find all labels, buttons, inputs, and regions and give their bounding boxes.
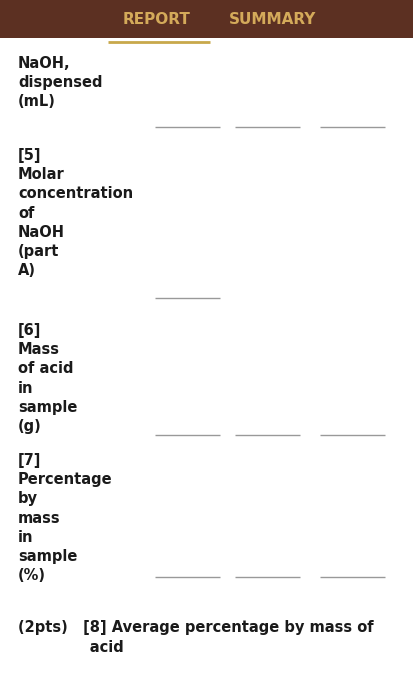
Text: [5]
Molar
concentration
of
NaOH
(part
A): [5] Molar concentration of NaOH (part A) xyxy=(18,148,133,278)
Text: [6]
Mass
of acid
in
sample
(g): [6] Mass of acid in sample (g) xyxy=(18,323,77,434)
Bar xyxy=(0,0,413,38)
Text: [7]
Percentage
by
mass
in
sample
(%): [7] Percentage by mass in sample (%) xyxy=(18,453,113,583)
Text: SUMMARY: SUMMARY xyxy=(229,11,316,27)
Text: NaOH,
dispensed
(mL): NaOH, dispensed (mL) xyxy=(18,56,102,109)
Text: (2pts)   [8] Average percentage by mass of
              acid: (2pts) [8] Average percentage by mass of… xyxy=(18,620,374,655)
Text: REPORT: REPORT xyxy=(123,11,191,27)
